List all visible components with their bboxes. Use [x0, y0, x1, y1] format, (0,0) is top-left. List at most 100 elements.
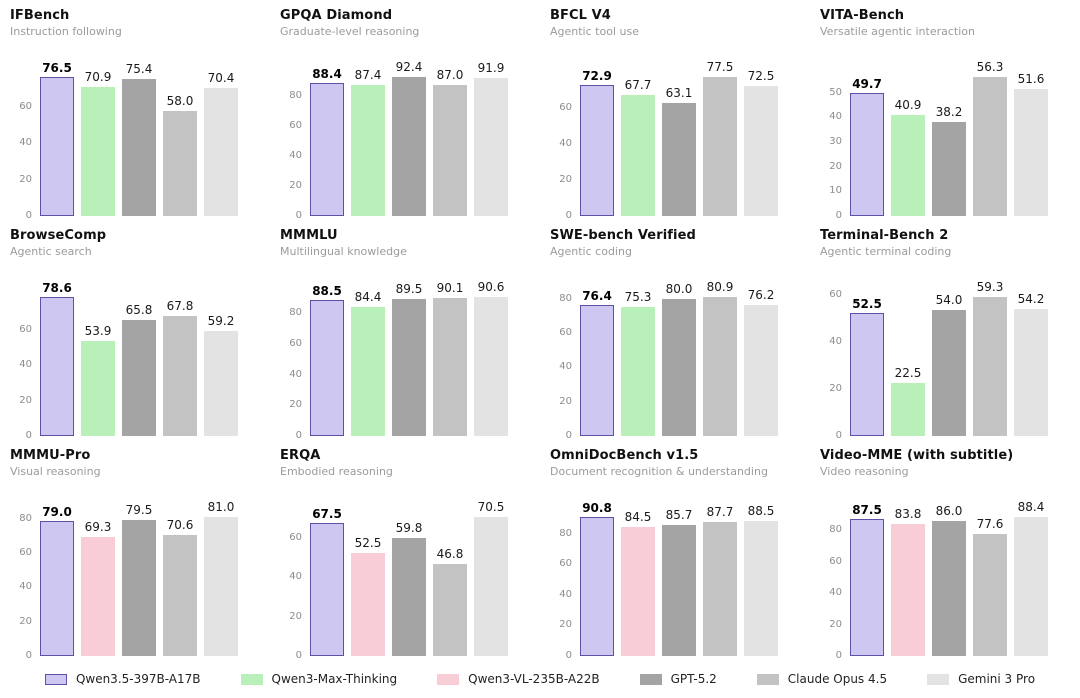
y-tick-label: 40 — [829, 336, 842, 348]
bar-qwen3-5-397b-a17b: 49.7 — [850, 77, 884, 216]
bar-qwen3-5-397b-a17b: 67.5 — [310, 507, 344, 656]
y-tick-label: 80 — [559, 292, 572, 304]
chart-title: MMMU-Pro — [10, 448, 91, 463]
plot-area: 0 20 40 60 52.5 22.5 54.0 59.3 54.2 — [829, 280, 1056, 441]
bar-gemini-3-pro: 90.6 — [474, 280, 508, 436]
bar-gemini-3-pro: 59.2 — [204, 314, 238, 436]
chart-title: GPQA Diamond — [280, 8, 393, 23]
bar-qwen3-5-397b-a17b: 76.4 — [580, 289, 614, 436]
y-tick-label: 60 — [289, 119, 302, 131]
y-tick-label: 20 — [829, 618, 842, 630]
y-tick-label: 0 — [565, 650, 572, 661]
bar-value-label: 54.0 — [935, 292, 963, 307]
bars: 88.5 84.4 89.5 90.1 90.6 — [310, 280, 516, 436]
bar-value-label: 72.5 — [747, 69, 775, 84]
chart-title: MMMLU — [280, 228, 338, 243]
y-axis: 0 20 40 60 80 — [6, 506, 36, 660]
legend-swatch — [44, 673, 67, 685]
chart-subtitle: Graduate-level reasoning — [280, 25, 420, 38]
bar-value-label: 70.6 — [166, 517, 194, 532]
chart-subtitle: Instruction following — [10, 25, 122, 38]
bar-qwen3-vl-235b-a22b: 52.5 — [351, 536, 385, 656]
y-tick-label: 20 — [289, 399, 302, 411]
bar-qwen3-5-397b-a17b: 72.9 — [580, 69, 614, 216]
y-tick-label: 20 — [829, 160, 842, 172]
y-tick-label: 0 — [25, 210, 32, 221]
y-tick-label: 0 — [295, 650, 302, 661]
bar-value-label: 54.2 — [1017, 292, 1045, 307]
chart-mmmu-pro: MMMU-Pro Visual reasoning 0 20 40 60 80 79.0 69.… — [0, 440, 270, 661]
bar-qwen3-max-thinking: 70.9 — [81, 70, 115, 216]
bar-value-label: 87.0 — [436, 68, 464, 83]
legend-swatch — [756, 673, 779, 685]
y-tick-label: 60 — [289, 531, 302, 543]
bar-value-label: 22.5 — [894, 366, 922, 381]
legend-item-qwen3-max-thinking: Qwen3-Max-Thinking — [240, 672, 397, 686]
bar-value-label: 88.5 — [312, 284, 342, 299]
y-axis: 0 20 40 60 — [546, 66, 576, 221]
chart-subtitle: Agentic search — [10, 245, 92, 258]
bar-qwen3-vl-235b-a22b: 69.3 — [81, 520, 115, 656]
bar-value-label: 77.6 — [976, 517, 1004, 532]
bar-value-label: 78.6 — [42, 281, 72, 296]
bar-value-label: 76.4 — [582, 288, 612, 303]
legend-label: GPT-5.2 — [670, 672, 717, 686]
bar-value-label: 90.1 — [436, 280, 464, 295]
bar-value-label: 83.8 — [894, 507, 922, 522]
bar-value-label: 67.7 — [624, 77, 652, 92]
bar-value-label: 52.5 — [354, 535, 382, 550]
bar-claude-opus-4-5: 59.3 — [973, 280, 1007, 436]
bar-value-label: 59.3 — [976, 280, 1004, 295]
y-axis: 0 20 40 60 — [6, 66, 36, 221]
bar-qwen3-max-thinking: 40.9 — [891, 98, 925, 216]
bars: 67.5 52.5 59.8 46.8 70.5 — [310, 500, 516, 656]
bar-gemini-3-pro: 91.9 — [474, 61, 508, 216]
y-tick-label: 60 — [19, 323, 32, 335]
bar-value-label: 87.5 — [852, 502, 882, 517]
legend-swatch — [240, 673, 263, 685]
bar-claude-opus-4-5: 67.8 — [163, 299, 197, 436]
bars: 78.6 53.9 65.8 67.8 59.2 — [40, 281, 246, 436]
y-axis: 0 20 40 60 — [816, 286, 846, 441]
chart-bfcl-v4: BFCL V4 Agentic tool use 0 20 40 60 72.9 67.7 63… — [540, 0, 810, 221]
bar-gemini-3-pro: 72.5 — [744, 69, 778, 216]
legend-label: Claude Opus 4.5 — [787, 672, 888, 686]
chart-title: BrowseComp — [10, 228, 107, 243]
y-tick-label: 0 — [25, 430, 32, 441]
y-tick-label: 0 — [565, 430, 572, 441]
bars: 87.5 83.8 86.0 77.6 88.4 — [850, 500, 1056, 656]
bar-gpt-5-2: 92.4 — [392, 60, 426, 216]
bars: 90.8 84.5 85.7 87.7 88.5 — [580, 501, 786, 656]
legend-swatch — [927, 673, 950, 685]
y-tick-label: 40 — [19, 581, 32, 593]
bars: 49.7 40.9 38.2 56.3 51.6 — [850, 60, 1056, 216]
bar-gemini-3-pro: 54.2 — [1014, 292, 1048, 436]
plot-area: 0 20 40 60 76.5 70.9 75.4 58.0 70.4 — [19, 61, 246, 221]
chart-title: OmniDocBench v1.5 — [550, 448, 699, 463]
bar-gemini-3-pro: 88.4 — [1014, 500, 1048, 656]
bar-value-label: 51.6 — [1017, 71, 1045, 86]
bar-value-label: 77.5 — [706, 60, 734, 75]
chart-title: Video-MME (with subtitle) — [820, 448, 1014, 463]
chart-subtitle: Embodied reasoning — [280, 465, 393, 478]
legend-item-gpt-5-2: GPT-5.2 — [639, 672, 717, 686]
y-tick-label: 0 — [295, 210, 302, 221]
legend-item-qwen3-5-397b-a17b: Qwen3.5-397B-A17B — [44, 672, 201, 686]
plot-area: 0 20 40 60 80 87.5 83.8 86.0 77.6 88.4 — [829, 500, 1056, 661]
bar-value-label: 84.4 — [354, 289, 382, 304]
y-tick-label: 0 — [835, 430, 842, 441]
chart-subtitle: Agentic coding — [550, 245, 632, 258]
y-tick-label: 80 — [559, 527, 572, 539]
legend-label: Gemini 3 Pro — [958, 672, 1036, 686]
bars: 52.5 22.5 54.0 59.3 54.2 — [850, 280, 1056, 436]
chart-subtitle: Visual reasoning — [10, 465, 101, 478]
y-tick-label: 60 — [829, 289, 842, 301]
chart-subtitle: Document recognition & understanding — [550, 465, 768, 478]
plot-area: 0 20 40 60 67.5 52.5 59.8 46.8 70.5 — [289, 500, 516, 661]
plot-area: 0 20 40 60 78.6 53.9 65.8 67.8 59.2 — [19, 281, 246, 441]
bar-value-label: 38.2 — [935, 104, 963, 119]
chart-title: IFBench — [10, 8, 70, 23]
y-axis: 0 10 20 30 40 50 — [816, 66, 846, 220]
plot-area: 0 20 40 60 80 79.0 69.3 79.5 70.6 81.0 — [19, 500, 246, 661]
bar-value-label: 58.0 — [166, 93, 194, 108]
